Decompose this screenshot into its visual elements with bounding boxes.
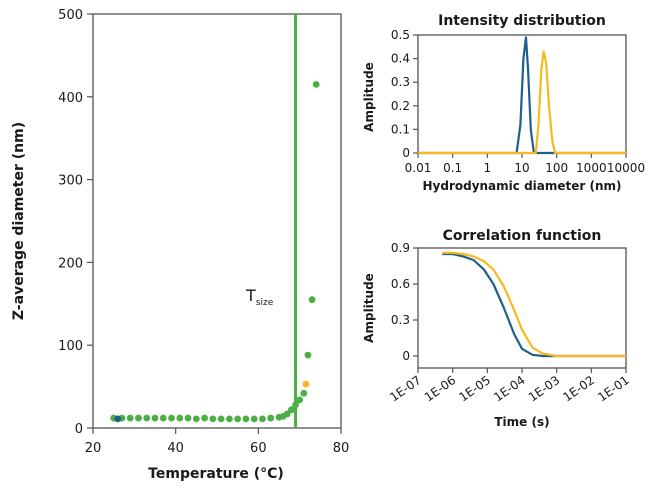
main-data-points: [110, 80, 320, 423]
main-data-point-green: [126, 414, 134, 422]
correlation-y-axis-title: Amplitude: [362, 273, 376, 343]
main-x-tick-label: 20: [85, 441, 102, 456]
main-data-point-green: [217, 415, 225, 423]
main-y-tick-label: 0: [75, 422, 83, 437]
main-y-tick-label: 100: [58, 339, 83, 354]
correlation-x-tick-label: 1E-07: [387, 373, 424, 404]
main-y-tick-label: 400: [58, 91, 83, 106]
correlation-y-tick-label: 0.6: [391, 277, 410, 291]
correlation-x-tick-label: 1E-06: [422, 373, 459, 404]
correlation-y-ticks: 0 0.3 0.6 0.9: [391, 241, 418, 363]
correlation-chart: Correlation function 1E-071E-061E-051E-0…: [362, 228, 632, 429]
correlation-x-tick-label: 1E-01: [595, 373, 632, 404]
intensity-y-tick-label: 0.3: [391, 75, 410, 89]
intensity-y-tick-label: 0.2: [391, 99, 410, 113]
main-data-point-green: [267, 414, 275, 422]
main-data-point-green: [259, 415, 266, 423]
main-x-ticks: 20 40 60 80: [85, 428, 350, 456]
intensity-x-tick-label: 100: [545, 161, 568, 175]
main-data-point-green: [288, 406, 295, 414]
intensity-y-ticks: 0 0.1 0.2 0.3 0.4 0.5: [391, 28, 418, 160]
intensity-line-blue: [418, 36, 626, 155]
intensity-line-yellow: [418, 50, 626, 155]
main-chart: 20 40 60 80 0 100 200 300 400 500 Tsize Temperat…: [11, 8, 349, 482]
correlation-line-blue: [442, 252, 626, 358]
intensity-y-tick-label: 0.5: [391, 28, 410, 42]
intensity-y-tick-label: 0.1: [391, 122, 410, 136]
intensity-x-tick-label: 10000: [607, 161, 645, 175]
tsize-subscript: size: [256, 298, 274, 308]
correlation-x-tick-label: 1E-05: [456, 373, 493, 404]
main-data-point-blue: [114, 415, 122, 423]
main-data-point-green: [135, 414, 142, 422]
correlation-y-tick-label: 0.3: [391, 313, 410, 327]
intensity-y-axis-title: Amplitude: [362, 62, 376, 132]
main-plot-frame: [92, 13, 342, 429]
main-data-point-green: [300, 389, 308, 397]
intensity-x-ticks: 0.01 0.1 1 10 100 1000 10000: [405, 153, 645, 175]
main-data-point-green: [184, 414, 192, 422]
correlation-x-tick-label: 1E-03: [526, 373, 563, 404]
main-data-point-green: [201, 414, 209, 422]
main-data-point-green: [151, 414, 159, 422]
correlation-series: [442, 251, 626, 358]
main-data-point-green: [296, 396, 304, 404]
main-data-point-green: [226, 415, 233, 423]
main-data-point-green: [283, 410, 291, 418]
intensity-title: Intensity distribution: [438, 13, 606, 29]
intensity-y-tick-label: 0.4: [391, 52, 410, 66]
main-data-point-green: [304, 351, 312, 359]
tsize-label: T: [245, 286, 256, 305]
main-y-axis-title: Z-average diameter (nm): [11, 122, 27, 320]
main-data-point-green: [168, 414, 175, 422]
intensity-x-tick-label: 1000: [576, 161, 607, 175]
main-data-point-green: [176, 414, 184, 422]
correlation-y-tick-label: 0: [402, 349, 410, 363]
main-x-axis-title: Temperature (°C): [148, 466, 284, 482]
intensity-series: [418, 36, 626, 155]
main-data-point-green: [209, 415, 217, 423]
main-data-point-green: [234, 415, 242, 423]
main-data-point-green: [250, 415, 258, 423]
main-y-tick-label: 500: [58, 8, 83, 23]
correlation-y-tick-label: 0.9: [391, 241, 410, 255]
tsize-annotation: Tsize: [245, 286, 274, 308]
correlation-title: Correlation function: [443, 228, 602, 244]
intensity-x-axis-title: Hydrodynamic diameter (nm): [422, 179, 621, 193]
main-data-point-green: [242, 415, 250, 423]
main-data-point-green: [143, 414, 151, 422]
main-data-point-green: [312, 80, 320, 88]
correlation-x-tick-label: 1E-02: [560, 373, 597, 404]
correlation-x-tick-label: 1E-04: [491, 373, 528, 404]
main-data-point-green: [308, 296, 316, 304]
correlation-line-yellow: [442, 251, 626, 358]
intensity-chart: Intensity distribution 0.01 0.1 1 10 100 1000…: [362, 13, 645, 193]
main-y-ticks: 0 100 200 300 400 500: [58, 8, 93, 437]
main-y-tick-label: 200: [58, 256, 83, 271]
intensity-x-tick-label: 0.01: [405, 161, 432, 175]
main-data-point-green: [292, 401, 299, 409]
main-data-point-yellow: [302, 380, 310, 388]
main-data-point-green: [159, 414, 167, 422]
main-x-tick-label: 60: [250, 441, 267, 456]
intensity-x-tick-label: 10: [514, 161, 529, 175]
main-y-tick-label: 300: [58, 174, 83, 189]
main-x-tick-label: 80: [333, 441, 350, 456]
intensity-x-tick-label: 1: [484, 161, 492, 175]
main-x-tick-label: 40: [167, 441, 184, 456]
correlation-x-axis-title: Time (s): [494, 415, 549, 429]
intensity-y-tick-label: 0: [402, 146, 410, 160]
intensity-x-tick-label: 0.1: [443, 161, 462, 175]
main-data-point-green: [192, 415, 200, 423]
